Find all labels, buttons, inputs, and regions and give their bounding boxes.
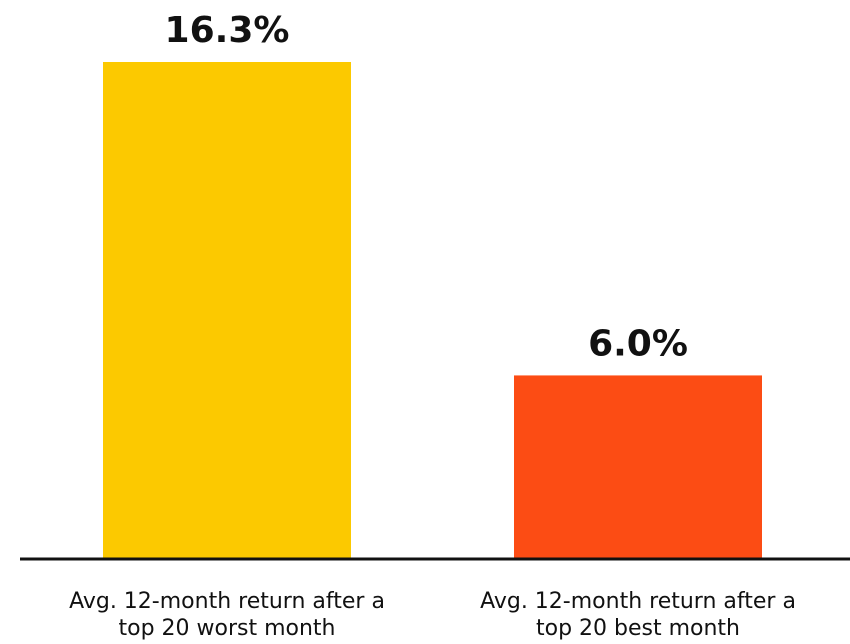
value-label: 16.3% [165,10,290,51]
category-label: Avg. 12-month return after a top 20 best… [480,589,796,641]
value-label: 6.0% [588,323,688,364]
category-label: Avg. 12-month return after a top 20 wors… [69,589,385,641]
bar [103,62,351,558]
bar [514,375,762,558]
